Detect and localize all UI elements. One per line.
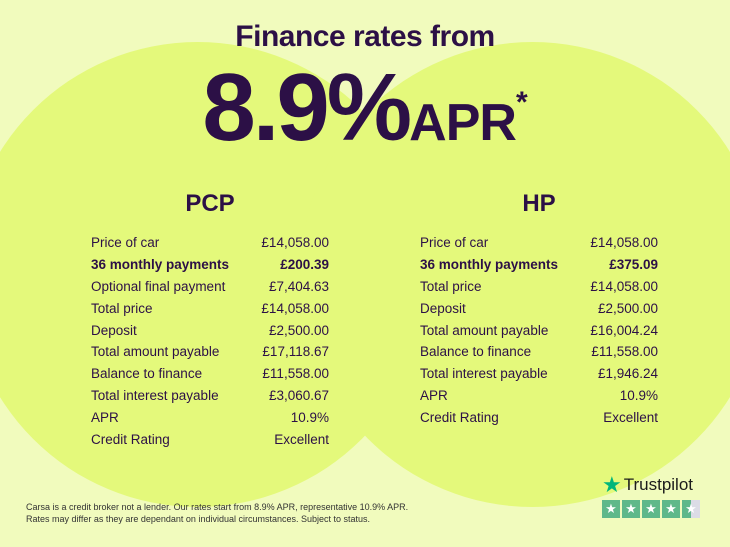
hp-row: Total price £14,058.00: [420, 276, 658, 298]
row-value: 10.9%: [619, 388, 658, 404]
hp-row: Total interest payable £1,946.24: [420, 363, 658, 385]
hp-panel: HP Price of car £14,058.00 36 monthly paym…: [420, 190, 658, 429]
row-value: £11,558.00: [262, 366, 329, 382]
row-label: Price of car: [91, 235, 160, 250]
row-value: £200.39: [280, 256, 329, 272]
hp-row: 36 monthly payments £375.09: [420, 254, 658, 276]
hp-row: APR 10.9%: [420, 385, 658, 407]
row-value: £14,058.00: [590, 235, 658, 250]
hp-row: Price of car £14,058.00: [420, 232, 658, 254]
rate-suffix: APR: [409, 94, 517, 152]
row-value: £3,060.67: [268, 388, 329, 404]
row-value: £2,500.00: [268, 322, 329, 338]
headline-title: Finance rates from: [235, 20, 495, 53]
hp-row: Balance to finance £11,558.00: [420, 341, 658, 363]
row-label: Total price: [91, 300, 153, 316]
row-label: Total amount payable: [420, 322, 549, 338]
hp-row: Total amount payable £16,004.24: [420, 320, 658, 342]
row-value: Excellent: [274, 432, 329, 448]
row-value: Excellent: [603, 410, 658, 426]
row-value: £16,004.24: [590, 322, 658, 338]
half-star-icon: ★: [682, 500, 700, 518]
pcp-row: APR 10.9%: [91, 407, 329, 429]
decorative-circle-right: [300, 42, 730, 507]
row-label: Total interest payable: [91, 388, 219, 404]
hp-row: Credit Rating Excellent: [420, 407, 658, 429]
trustpilot-name: Trustpilot: [623, 475, 694, 494]
row-value: £1,946.24: [597, 366, 658, 382]
pcp-row: 36 monthly payments £200.39: [91, 254, 329, 276]
pcp-row: Price of car £14,058.00: [91, 232, 329, 254]
row-label: Total amount payable: [91, 344, 220, 360]
row-label: 36 monthly payments: [420, 256, 559, 272]
disclaimer-line: Rates may differ as they are dependant o…: [26, 514, 371, 524]
row-value: £11,558.00: [591, 344, 658, 360]
pcp-row: Credit Rating Excellent: [91, 429, 329, 451]
row-label: Credit Rating: [91, 432, 170, 448]
row-value: £7,404.63: [268, 278, 329, 294]
row-value: £2,500.00: [597, 300, 658, 316]
pcp-row: Balance to finance £11,558.00: [91, 363, 329, 385]
trustpilot-star-icon: ★: [602, 472, 622, 497]
row-value: £14,058.00: [590, 278, 658, 294]
trustpilot-rating: ★ ★ ★ ★ ★: [602, 500, 700, 518]
pcp-row: Optional final payment £7,404.63: [91, 276, 329, 298]
row-label: Price of car: [420, 235, 489, 250]
row-label: Deposit: [91, 322, 137, 338]
row-label: Deposit: [420, 300, 466, 316]
star-icon: ★: [642, 500, 660, 518]
row-value: £14,058.00: [261, 235, 329, 250]
disclaimer-line: Carsa is a credit broker not a lender. O…: [26, 502, 409, 512]
row-label: Total price: [420, 278, 482, 294]
asterisk: *: [515, 86, 528, 119]
pcp-row: Total interest payable £3,060.67: [91, 385, 329, 407]
pcp-row: Total price £14,058.00: [91, 298, 329, 320]
headline-rate: 8.9%APR*: [0, 58, 730, 158]
hp-row: Deposit £2,500.00: [420, 298, 658, 320]
star-icon: ★: [662, 500, 680, 518]
pcp-row: Deposit £2,500.00: [91, 320, 329, 342]
row-value: £17,118.67: [262, 344, 329, 360]
row-label: APR: [91, 410, 119, 426]
row-value: £375.09: [609, 256, 658, 272]
row-label: Balance to finance: [420, 344, 532, 360]
row-label: Credit Rating: [420, 410, 499, 426]
rate-value: 8.9%: [202, 54, 412, 161]
row-label: Total interest payable: [420, 366, 548, 382]
pcp-title: PCP: [185, 190, 235, 217]
star-icon: ★: [602, 500, 620, 518]
trustpilot-badge[interactable]: ★ Trustpilot ★ ★ ★ ★ ★: [602, 474, 700, 518]
row-label: Optional final payment: [91, 278, 226, 294]
hp-title: HP: [522, 190, 556, 217]
star-icon: ★: [622, 500, 640, 518]
row-label: Balance to finance: [91, 366, 203, 382]
row-value: 10.9%: [290, 410, 329, 426]
pcp-row: Total amount payable £17,118.67: [91, 341, 329, 363]
row-label: APR: [420, 388, 448, 404]
row-value: £14,058.00: [261, 300, 329, 316]
disclaimer: Carsa is a credit broker not a lender. O…: [26, 501, 408, 525]
pcp-panel: PCP Price of car £14,058.00 36 monthly pay…: [91, 190, 329, 451]
row-label: 36 monthly payments: [91, 256, 230, 272]
